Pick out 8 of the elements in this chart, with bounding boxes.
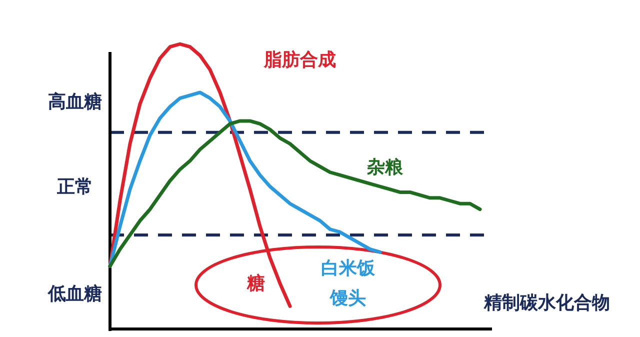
series-label: 糖	[246, 272, 265, 294]
annotation: 脂肪合成	[263, 50, 336, 70]
series-label: 白米饭馒头	[321, 258, 376, 308]
text: 正常	[56, 176, 93, 198]
text: 低血糖	[47, 284, 102, 304]
series-label: 杂粮	[366, 156, 404, 178]
annotation: 精制碳水化合物	[483, 292, 610, 314]
text: 高血糖	[48, 92, 102, 112]
